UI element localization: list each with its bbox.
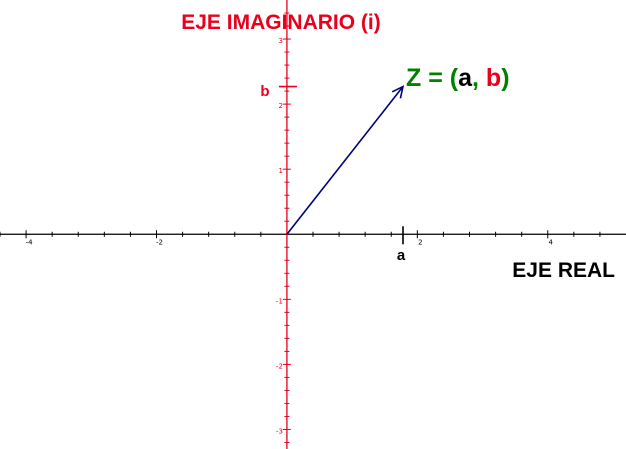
imaginary-axis-tick-label: -2 [276,362,283,370]
real-axis-tick-label: 2 [418,238,422,246]
z-formula-a: a [458,64,473,92]
vector-z-arrowhead [391,85,405,99]
real-axis-title: EJE REAL [512,259,615,282]
b-label: b [260,83,269,100]
z-formula-b: b [486,64,501,92]
imaginary-axis-tick-label: 3 [278,37,282,45]
real-axis-tick-label: -2 [156,238,163,246]
imaginary-axis: -3 -2 -1 1 2 3 [276,0,291,449]
real-axis-tick-label: 4 [549,238,554,246]
vector-z [278,85,405,245]
z-formula: Z = (a, b) [406,64,510,92]
imaginary-axis-tick-label: 1 [278,167,282,175]
real-axis-tick-label: -4 [26,238,34,246]
z-formula-comma: , [472,64,486,92]
vector-z-line [286,86,404,235]
z-formula-suffix: ) [501,64,509,92]
imaginary-axis-tick-label: -3 [276,427,283,435]
imaginary-axis-title: EJE IMAGINARIO (i) [181,11,381,34]
imaginary-axis-tick-label: -1 [276,297,283,305]
real-axis: -4 -2 2 4 [0,230,626,246]
imaginary-axis-tick-label: 2 [278,102,282,110]
a-label: a [397,247,406,264]
z-formula-prefix: Z = ( [406,64,459,92]
